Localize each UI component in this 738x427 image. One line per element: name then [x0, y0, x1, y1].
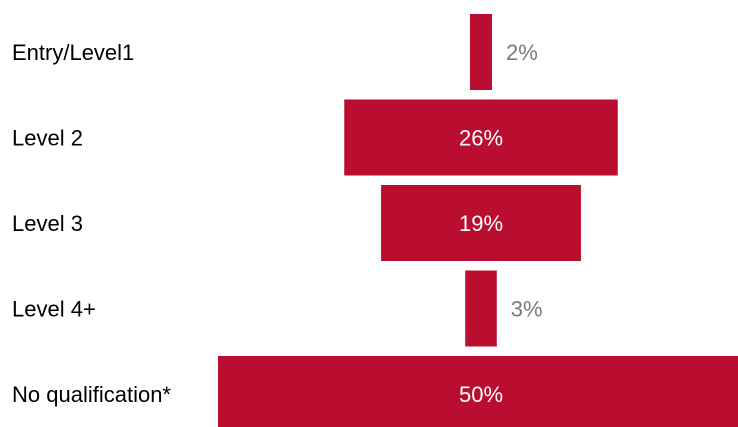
bar: [218, 356, 738, 427]
category-label: Entry/Level1: [12, 40, 134, 65]
category-label: No qualification*: [12, 382, 171, 407]
bar: [465, 270, 497, 347]
bar: [381, 185, 581, 261]
category-label: Level 4+: [12, 297, 96, 322]
data-label: 50%: [459, 382, 503, 407]
data-label: 3%: [511, 297, 543, 322]
bar: [344, 99, 618, 176]
data-label: 19%: [459, 211, 503, 236]
data-label: 26%: [459, 126, 503, 151]
data-label: 2%: [506, 40, 538, 65]
category-label: Level 2: [12, 126, 83, 151]
category-label: Level 3: [12, 211, 83, 236]
bar: [470, 14, 492, 90]
